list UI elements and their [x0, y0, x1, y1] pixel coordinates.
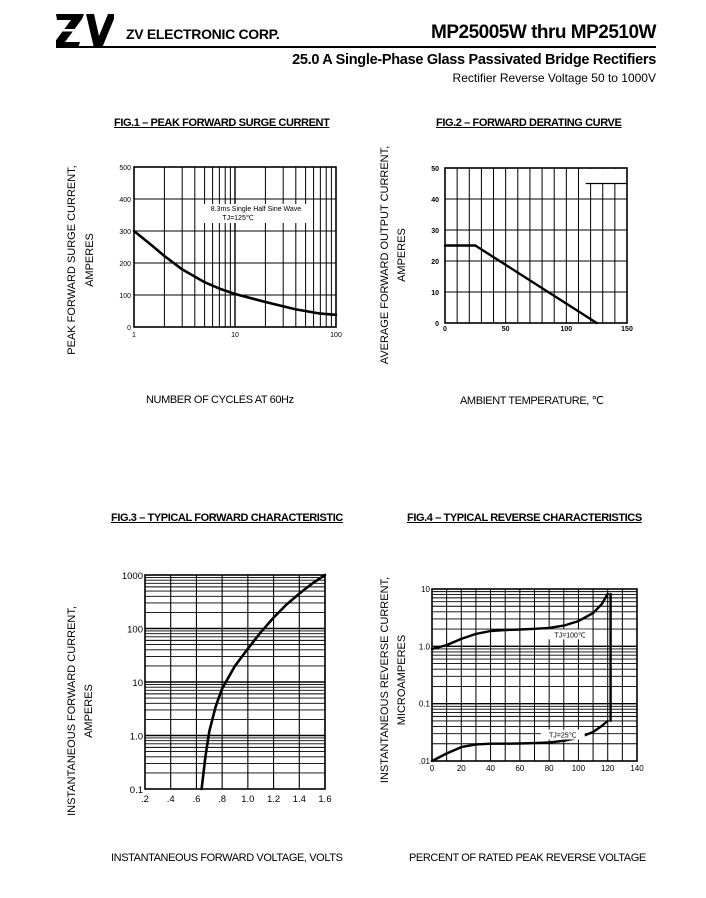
product-subtitle: 25.0 A Single-Phase Glass Passivated Bri…: [292, 52, 656, 68]
fig1-x-tick: 10: [231, 332, 239, 339]
fig4-chart: 0 20 40 60 80 100 120 140 .01 0.1 1.0 10 TJ=100℃ TJ=2…: [379, 577, 644, 783]
fig2-title: FIG.2 – FORWARD DERATING CURVE: [436, 117, 622, 129]
fig4-label-tj100: TJ=100℃: [554, 632, 586, 639]
fig1-annotation: 8.3ms Single Half Sine Wave: [211, 206, 301, 213]
fig4-x-tick: 60: [515, 764, 524, 773]
fig3-x-tick: .6: [192, 794, 200, 805]
fig3-chart: .2 .4 .6 .8 1.0 1.2 1.4 1.6 0.1 1.0 10 100 1000 INSTA…: [66, 571, 332, 816]
fig4-x-tick: 120: [601, 764, 615, 773]
fig3-y-tick: 100: [127, 625, 143, 636]
fig1-y-tick: 300: [119, 229, 131, 236]
fig4-label-tj100-bg: [548, 629, 593, 640]
fig2-y-tick: 0: [435, 321, 439, 328]
fig1-annotation: TJ=125℃: [222, 215, 254, 222]
fig2-y-tick: 20: [431, 259, 439, 266]
fig4-series-tj100: [430, 592, 609, 651]
fig1-x-tick: 100: [330, 332, 342, 339]
fig1-title: FIG.1 – PEAK FORWARD SURGE CURRENT: [114, 117, 330, 129]
fig1-series-surge: [132, 229, 338, 317]
fig2-blank-area: [585, 169, 626, 184]
fig1-chart: 8.3ms Single Half Sine Wave TJ=125℃ 1 10 100…: [66, 165, 342, 355]
fig4-x-tick: 140: [630, 764, 644, 773]
fig4-label-tj25: TJ=25℃: [549, 733, 577, 740]
fig4-x-tick: 0: [430, 764, 435, 773]
fig4-y-tick: 10: [421, 585, 430, 594]
fig1-xlabel: NUMBER OF CYCLES AT 60Hz: [146, 394, 294, 406]
fig3-title: FIG.3 – TYPICAL FORWARD CHARACTERISTIC: [111, 512, 343, 524]
fig2-y-tick: 50: [431, 166, 439, 173]
fig2-y-tick: 40: [431, 197, 439, 204]
fig1-y-tick: 400: [119, 197, 131, 204]
fig3-xlabel: INSTANTANEOUS FORWARD VOLTAGE, VOLTS: [111, 852, 343, 864]
part-range: MP25005W thru MP2510W: [431, 22, 656, 43]
fig2-ylabel-line: AMPERES: [396, 228, 408, 282]
fig4-title: FIG.4 – TYPICAL REVERSE CHARACTERISTICS: [407, 512, 642, 524]
fig3-frame: [144, 574, 326, 790]
fig1-x-tick: 1: [132, 332, 136, 339]
fig2-xlabel: AMBIENT TEMPERATURE, ℃: [460, 395, 604, 407]
fig2-x-tick: 50: [502, 326, 510, 333]
fig4-frame: [431, 588, 638, 762]
fig3-ylabel-line: AMPERES: [83, 684, 95, 738]
fig1-y-tick: 100: [119, 293, 131, 300]
header-divider: [56, 46, 656, 48]
fig2-series-derating: [443, 244, 598, 325]
fig1-y-tick: 500: [119, 165, 131, 172]
fig4-y-tick: .01: [419, 757, 431, 766]
fig4-y-tick: 0.1: [419, 700, 431, 709]
fig3-y-tick: 10: [132, 678, 143, 689]
fig4-x-tick: 20: [457, 764, 466, 773]
fig1-annotation-bg: [204, 204, 308, 223]
fig3-y-tick: 1.0: [130, 732, 143, 743]
fig1-y-tick: 200: [119, 261, 131, 268]
fig3-x-tick: 1.0: [241, 794, 254, 805]
fig4-ylabel-line: MICROAMPERES: [396, 635, 408, 725]
fig2-chart: 0 50 100 150 0 10 20 30 40 50 AVERAGE FORWARD OUTP…: [379, 146, 633, 364]
fig4-x-tick: 100: [572, 764, 586, 773]
fig4-label-tj25-bg: [540, 729, 585, 740]
fig2-y-tick: 10: [431, 290, 439, 297]
fig3-series-forward: [200, 573, 327, 791]
fig3-x-tick: 1.4: [293, 794, 306, 805]
fig3-y-tick: 0.1: [130, 785, 143, 796]
fig2-y-tick: 30: [431, 228, 439, 235]
fig3-y-tick: 1000: [122, 571, 143, 582]
voltage-range: Rectifier Reverse Voltage 50 to 1000V: [452, 71, 656, 85]
fig3-x-tick: .4: [167, 794, 175, 805]
fig4-x-tick: 80: [545, 764, 554, 773]
fig4-y-tick: 1.0: [419, 642, 431, 651]
fig3-x-tick: 1.2: [267, 794, 280, 805]
zv-logo-icon: [56, 14, 114, 48]
fig2-x-tick: 150: [621, 326, 633, 333]
fig2-x-tick: 100: [560, 326, 572, 333]
fig1-frame: [133, 166, 337, 328]
fig4-series-tj25: [430, 719, 609, 763]
fig1-ylabel-line: AMPERES: [84, 233, 96, 287]
fig1-ylabel-line: PEAK FORWARD SURGE CURRENT,: [66, 165, 78, 354]
fig1-y-tick: 0: [127, 325, 131, 332]
fig3-x-tick: .2: [141, 794, 149, 805]
fig3-x-tick: .8: [218, 794, 226, 805]
company-name: ZV ELECTRONIC CORP.: [126, 26, 280, 42]
fig4-xlabel: PERCENT OF RATED PEAK REVERSE VOLTAGE: [409, 852, 646, 864]
fig2-ylabel-line: AVERAGE FORWARD OUTPUT CURRENT,: [379, 146, 391, 364]
fig4-ylabel-line: INSTANTANEOUS REVERSE CURRENT,: [379, 577, 391, 783]
fig3-ylabel-line: INSTANTANEOUS FORWARD CURRENT,: [66, 606, 78, 816]
fig4-x-tick: 40: [486, 764, 495, 773]
fig2-x-tick: 0: [443, 326, 447, 333]
fig3-x-tick: 1.6: [318, 794, 331, 805]
